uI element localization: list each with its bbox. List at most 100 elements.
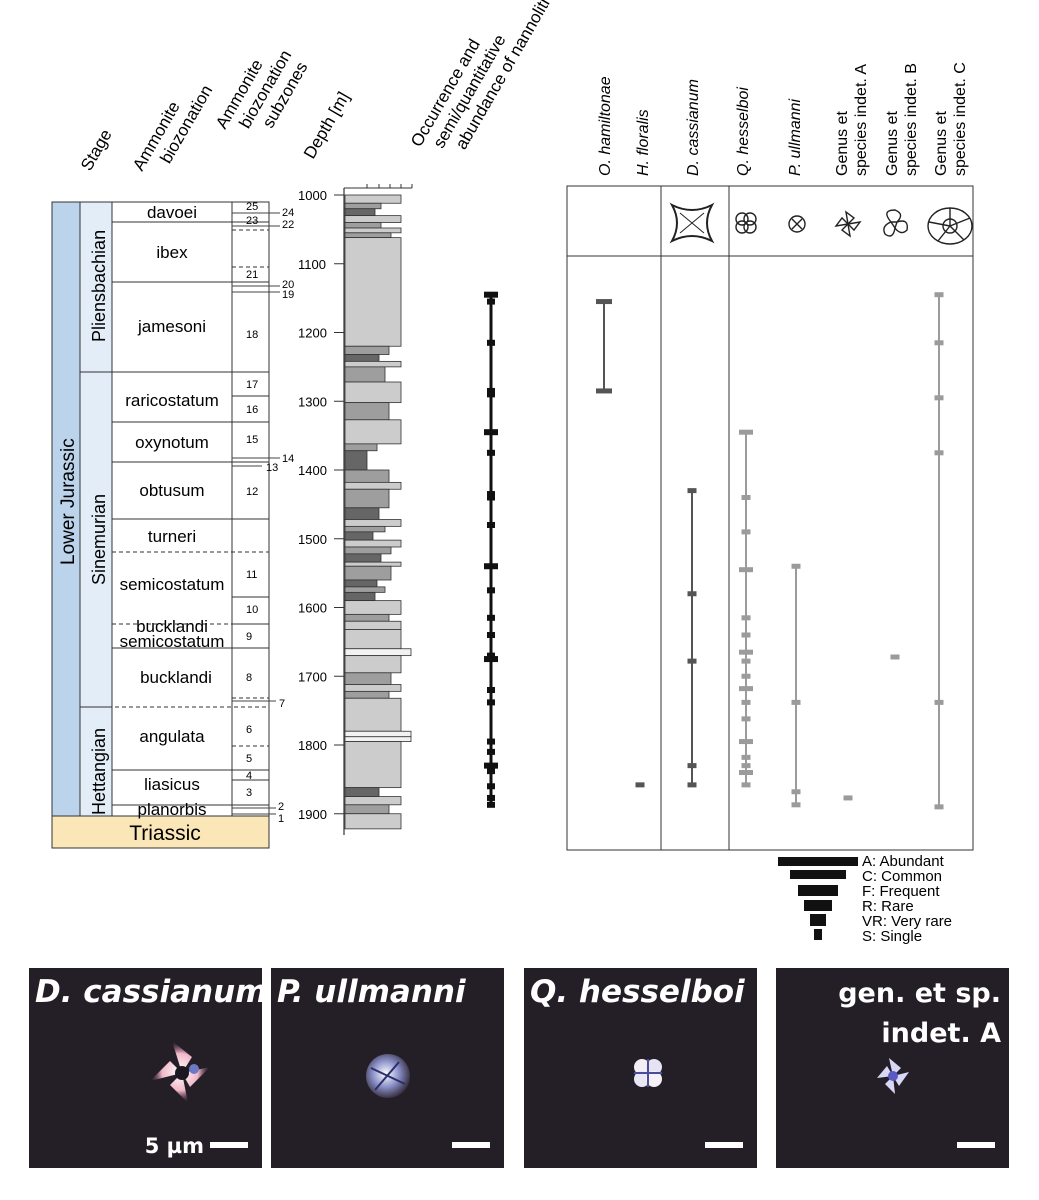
- subzone-2: 2: [278, 801, 284, 813]
- species-sample-marker: [739, 429, 753, 435]
- species-sample-marker: [934, 395, 944, 401]
- occurrence-marker: [487, 449, 495, 456]
- species-sample-marker: [739, 739, 753, 745]
- q-hesselboi-micrograph-icon: [634, 1059, 662, 1087]
- subzone-7: 7: [279, 698, 285, 710]
- zone-turneri: turneri: [148, 527, 196, 546]
- lithology-bed: [344, 481, 402, 490]
- legend-bar-frequent: [798, 885, 838, 896]
- occurrence-column: [484, 291, 498, 808]
- lithology-column: [343, 184, 413, 835]
- species-sample-marker: [635, 782, 645, 788]
- zone-planorbis: planorbis: [138, 800, 207, 819]
- lithology-bed: [344, 600, 402, 615]
- nannolith-sketches: [669, 202, 973, 245]
- species-header: P. ullmanni: [787, 98, 804, 176]
- subzone-22: 22: [282, 219, 294, 231]
- lithology-bed: [344, 488, 390, 509]
- subzone-6: 6: [246, 724, 252, 736]
- species-sample-marker: [934, 804, 944, 810]
- species-sample-marker: [934, 340, 944, 346]
- scale-label: 5 µm: [144, 1134, 204, 1158]
- stage-label-pliensbachian: Pliensbachian: [89, 230, 109, 342]
- occurrence-marker: [487, 298, 495, 305]
- species-sample-marker: [741, 495, 751, 500]
- subzone-15: 15: [246, 434, 258, 446]
- subzone-3: 3: [246, 787, 252, 799]
- lithology-bed: [344, 690, 390, 699]
- lithology-bed: [344, 345, 390, 355]
- occurrence-marker: [487, 768, 495, 775]
- header-subzones: Ammonite biozonation subzones: [212, 33, 315, 152]
- lithology-bed: [344, 366, 386, 383]
- depth-tick-label: 1100: [298, 257, 326, 272]
- subzone-25: 25: [246, 201, 258, 213]
- lithology-bed: [344, 419, 402, 445]
- species-header: H. floralis: [635, 109, 652, 176]
- subzone-10: 10: [246, 604, 258, 616]
- species-header: D. cassianum: [685, 79, 702, 176]
- subzone-9: 9: [246, 631, 252, 643]
- species-sample-marker: [687, 658, 697, 664]
- zone-raricostatum: raricostatum: [125, 391, 219, 410]
- lithology-bed: [344, 629, 402, 650]
- subzone-12: 12: [246, 486, 258, 498]
- header-occurrence: Occurrence and semi/quantitative abundan…: [407, 0, 561, 170]
- depth-tick-label: 1400: [298, 463, 327, 478]
- occurrence-marker: [487, 387, 495, 394]
- occurrence-marker: [487, 391, 495, 398]
- species-sample-marker: [791, 789, 801, 795]
- lithology-bed: [344, 525, 386, 533]
- lithology-bed: [344, 730, 412, 738]
- micrograph-p-ullmanni: P. ullmanni: [271, 968, 504, 1168]
- lithology-bed: [344, 741, 402, 789]
- legend-bar-very-rare: [810, 914, 826, 926]
- lithology-bed: [344, 381, 402, 404]
- subzone-4: 4: [246, 770, 252, 782]
- species-sample-marker: [741, 754, 751, 760]
- subzone-24: 24: [282, 207, 294, 219]
- occurrence-marker: [487, 748, 495, 755]
- species-sample-marker: [687, 763, 697, 769]
- lithology-bed: [344, 579, 378, 588]
- occurrence-marker: [487, 652, 495, 659]
- subzone-11: 11: [246, 569, 257, 581]
- p-ullmanni-sketch-icon: [788, 215, 806, 233]
- zone-semicostatum-sub: semicostatum: [120, 632, 225, 651]
- species-sample-marker: [741, 763, 751, 769]
- triassic-label: Triassic: [129, 822, 201, 845]
- scale-bar: [957, 1142, 995, 1148]
- species-sample-marker: [687, 488, 697, 494]
- species-sample-marker: [596, 299, 612, 305]
- indet-c-sketch-icon: [927, 207, 973, 245]
- zone-labels: davoei ibex jamesoni raricostatum oxynot…: [120, 203, 225, 819]
- lithology-bed: [344, 194, 402, 204]
- range-chart: [566, 185, 974, 851]
- legend-common: C: Common: [862, 868, 942, 885]
- lithology-bed: [344, 553, 382, 563]
- micrograph-q-hesselboi: Q. hesselboi: [524, 968, 757, 1168]
- species-sample-marker: [741, 699, 751, 705]
- species-sample-marker: [934, 450, 944, 456]
- lithology-bed: [344, 787, 380, 797]
- zone-obtusum: obtusum: [139, 481, 204, 500]
- panel-title-p-ullmanni: P. ullmanni: [277, 974, 466, 1010]
- species-sample-marker: [687, 591, 697, 597]
- species-header: O. hamiltonae: [597, 76, 614, 176]
- lithology-bed: [344, 222, 382, 229]
- species-header: Genus et species indet. A: [834, 64, 870, 176]
- subzone-23: 23: [246, 215, 258, 227]
- zone-semicostatum: semicostatum: [120, 575, 225, 594]
- subzone-17: 17: [246, 379, 258, 391]
- panel-title-d-cassianum: D. cassianum: [35, 974, 262, 1010]
- lithology-bed: [344, 655, 402, 674]
- subzone-8: 8: [246, 672, 252, 684]
- indet-a-micrograph-icon: [877, 1058, 909, 1094]
- species-sample-marker: [739, 567, 753, 573]
- species-sample-marker: [934, 699, 944, 705]
- species-sample-marker: [596, 388, 612, 394]
- header-biozonation: Ammonite biozonation: [129, 72, 216, 184]
- panel-title-q-hesselboi: Q. hesselboi: [530, 974, 745, 1010]
- triassic-box: [51, 815, 270, 849]
- species-sample-marker: [890, 654, 900, 660]
